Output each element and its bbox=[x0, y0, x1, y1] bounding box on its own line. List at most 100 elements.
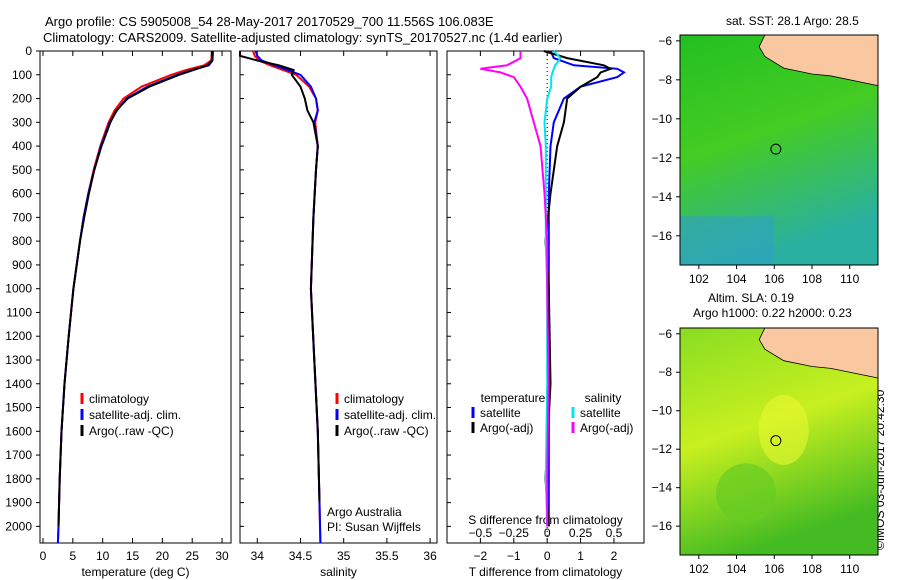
series-line-s-argo-adj- bbox=[480, 51, 550, 527]
temperature-x-axis-label: temperature (deg C) bbox=[81, 565, 189, 579]
map-y-tick-label: −10 bbox=[652, 404, 673, 418]
x-tick-label: 35.5 bbox=[375, 549, 399, 563]
y-tick-label: 1800 bbox=[5, 472, 32, 486]
x-tick-label: 34 bbox=[251, 549, 265, 563]
map-x-tick-label: 104 bbox=[727, 272, 747, 286]
salinity-x-axis-label: salinity bbox=[320, 565, 357, 579]
salinity-annotation: PI: Susan Wijffels bbox=[327, 520, 421, 534]
x-tick-label: −2 bbox=[474, 549, 488, 563]
y-tick-label: 400 bbox=[12, 139, 32, 153]
x-tick-label: 0 bbox=[544, 549, 551, 563]
x-tick-label: 5 bbox=[69, 549, 76, 563]
x-tick-label: 35 bbox=[337, 549, 351, 563]
map-x-tick-label: 110 bbox=[840, 562, 859, 576]
y-tick-label: 500 bbox=[12, 163, 32, 177]
x-tick-label: 20 bbox=[156, 549, 170, 563]
top-x-tick-label: −0.25 bbox=[499, 526, 530, 540]
top-x-axis-label: S difference from climatology bbox=[468, 513, 623, 527]
y-tick-label: 1700 bbox=[5, 448, 32, 462]
top-x-tick-label: −0.5 bbox=[469, 526, 493, 540]
y-tick-label: 1200 bbox=[5, 329, 32, 343]
y-tick-label: 900 bbox=[12, 258, 32, 272]
argo-position-marker bbox=[770, 143, 782, 155]
series-line-argo-raw-qc- bbox=[57, 51, 213, 527]
temperature-plot-frame bbox=[39, 50, 232, 544]
sst-map-title: sat. SST: 28.1 Argo: 28.5 bbox=[726, 14, 859, 28]
y-tick-label: 600 bbox=[12, 187, 32, 201]
y-tick-label: 1900 bbox=[5, 496, 32, 510]
map-y-tick-label: −12 bbox=[652, 151, 673, 165]
series-line-satellite-adj-clim- bbox=[56, 50, 215, 544]
legend-label: Argo(..raw -QC) bbox=[344, 424, 429, 438]
legend-header-salinity: salinity bbox=[585, 391, 622, 405]
x-tick-label: 25 bbox=[186, 549, 200, 563]
y-tick-label: 2000 bbox=[5, 519, 32, 533]
map-x-tick-label: 110 bbox=[840, 272, 859, 286]
top-x-tick-label: 0.25 bbox=[569, 526, 593, 540]
legend-label: satellite-adj. clim. bbox=[344, 408, 436, 422]
map-y-tick-label: −6 bbox=[658, 34, 672, 48]
map-y-tick-label: −10 bbox=[652, 112, 673, 126]
map-x-tick-label: 108 bbox=[802, 562, 822, 576]
map-y-tick-label: −6 bbox=[658, 327, 672, 341]
legend-label: Argo(-adj) bbox=[480, 421, 533, 435]
y-tick-label: 300 bbox=[12, 115, 32, 129]
map-y-tick-label: −14 bbox=[652, 481, 673, 495]
map-x-tick-label: 104 bbox=[727, 562, 747, 576]
x-tick-label: 2 bbox=[611, 549, 618, 563]
y-tick-label: 1100 bbox=[6, 305, 32, 319]
legend-label: climatology bbox=[89, 392, 149, 406]
y-tick-label: 1500 bbox=[5, 401, 32, 415]
salinity-annotation: Argo Australia bbox=[327, 505, 402, 519]
y-tick-label: 700 bbox=[12, 210, 32, 224]
legend-label: satellite bbox=[480, 406, 521, 420]
map-x-tick-label: 106 bbox=[764, 562, 784, 576]
y-tick-label: 0 bbox=[25, 44, 32, 58]
top-x-tick-label: 0.5 bbox=[606, 526, 623, 540]
map-y-tick-label: −16 bbox=[652, 229, 673, 243]
top-x-tick-label: 0 bbox=[544, 526, 551, 540]
legend-header-temperature: temperature bbox=[481, 391, 546, 405]
y-tick-label: 1300 bbox=[5, 353, 32, 367]
y-tick-label: 200 bbox=[12, 92, 32, 106]
argo-position-marker bbox=[770, 435, 782, 447]
figure-title-line1: Argo profile: CS 5905008_54 28-May-2017 … bbox=[45, 14, 494, 29]
legend-label: satellite bbox=[580, 406, 621, 420]
x-tick-label: 1 bbox=[577, 549, 584, 563]
x-tick-label: −1 bbox=[507, 549, 521, 563]
series-line-climatology bbox=[252, 50, 322, 544]
map-y-tick-label: −8 bbox=[658, 73, 672, 87]
x-tick-label: 0 bbox=[40, 549, 47, 563]
sst-map-frame bbox=[679, 34, 879, 266]
series-line-argo-raw-qc- bbox=[239, 51, 321, 503]
salinity-plot-frame bbox=[239, 50, 438, 544]
sst-cool-region bbox=[680, 216, 775, 265]
x-tick-label: 10 bbox=[96, 549, 110, 563]
series-line-t-satellite bbox=[547, 50, 626, 527]
y-tick-label: 1400 bbox=[5, 377, 32, 391]
sla-map-subtitle: Argo h1000: 0.22 h2000: 0.23 bbox=[693, 306, 852, 320]
y-tick-label: 100 bbox=[12, 68, 32, 82]
y-tick-label: 1000 bbox=[5, 282, 32, 296]
legend-label: Argo(..raw -QC) bbox=[89, 424, 174, 438]
map-x-tick-label: 102 bbox=[689, 272, 709, 286]
map-y-tick-label: −12 bbox=[652, 442, 673, 456]
legend-label: Argo(-adj) bbox=[580, 421, 633, 435]
x-tick-label: 34.5 bbox=[289, 549, 313, 563]
figure-title-line2: Climatology: CARS2009. Satellite-adjuste… bbox=[43, 30, 563, 45]
legend-label: satellite-adj. clim. bbox=[89, 408, 181, 422]
difference-x-axis-label: T difference from climatology bbox=[469, 565, 623, 579]
map-y-tick-label: −16 bbox=[652, 519, 673, 533]
x-tick-label: 30 bbox=[215, 549, 229, 563]
series-line-climatology bbox=[56, 50, 213, 544]
legend-label: climatology bbox=[344, 392, 404, 406]
y-tick-label: 1600 bbox=[5, 424, 32, 438]
sla-high-region bbox=[758, 394, 809, 465]
map-y-tick-label: −8 bbox=[658, 365, 672, 379]
sla-low-region bbox=[716, 463, 776, 524]
map-x-tick-label: 106 bbox=[764, 272, 784, 286]
map-x-tick-label: 102 bbox=[689, 562, 709, 576]
series-line-t-argo-adj- bbox=[543, 50, 614, 527]
sla-map-title: Altim. SLA: 0.19 bbox=[708, 291, 795, 305]
